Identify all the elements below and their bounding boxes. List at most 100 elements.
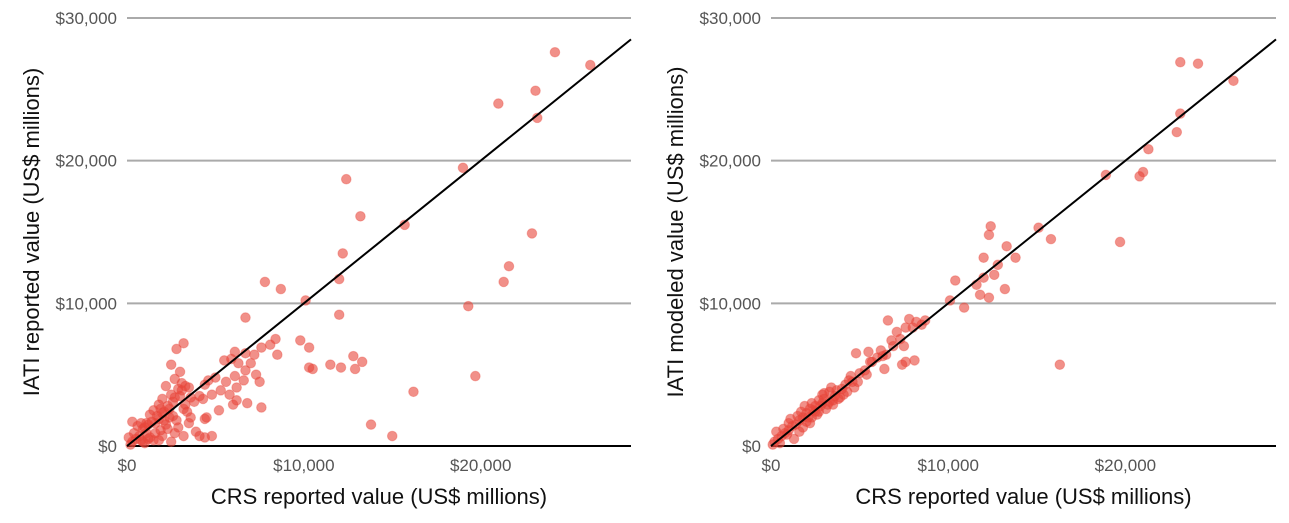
data-point	[909, 355, 920, 366]
data-point	[169, 373, 181, 385]
data-point	[978, 252, 989, 263]
data-points	[123, 46, 596, 450]
data-point	[526, 228, 538, 239]
data-point	[806, 397, 818, 409]
data-point	[530, 85, 541, 97]
x-tick-label-1: $10,000	[917, 456, 978, 475]
data-point	[1054, 359, 1066, 370]
data-point	[165, 436, 177, 448]
data-point	[470, 370, 481, 382]
data-point	[220, 376, 232, 388]
data-point	[224, 389, 235, 400]
data-point	[1045, 233, 1057, 245]
data-point	[142, 433, 154, 445]
data-point	[949, 275, 961, 286]
data-point	[174, 366, 186, 378]
data-point	[983, 292, 995, 303]
data-point	[245, 357, 257, 369]
data-point	[340, 173, 352, 185]
data-point	[169, 427, 181, 439]
data-point	[264, 339, 276, 351]
data-point	[493, 98, 504, 109]
y-tick-label-3: $30,000	[56, 9, 117, 28]
data-point	[333, 309, 345, 321]
data-point	[795, 406, 807, 418]
x-tick-label-2: $20,000	[1095, 456, 1156, 475]
x-tick-label-2: $20,000	[450, 456, 511, 475]
data-point	[303, 362, 315, 373]
data-point	[178, 430, 189, 442]
reference-line-y-equals-x	[770, 38, 1277, 447]
data-point	[585, 59, 596, 71]
data-point	[295, 335, 306, 346]
right-scatter-panel: $0 $10,000 $20,000 $30,000 $0 $10,000 $20,000 C…	[663, 9, 1277, 509]
data-point	[231, 382, 242, 393]
data-point	[896, 359, 908, 370]
data-point	[386, 430, 398, 442]
y-tick-label-2: $20,000	[56, 152, 117, 171]
data-point	[365, 419, 377, 430]
data-point	[498, 276, 509, 288]
data-point	[882, 315, 894, 326]
data-point	[879, 363, 890, 375]
data-point	[1175, 56, 1186, 68]
data-point	[233, 357, 244, 369]
data-point	[303, 342, 315, 353]
data-point	[958, 302, 970, 313]
data-point	[1171, 126, 1183, 138]
x-tick-label-0: $0	[118, 456, 137, 475]
reference-line-y-equals-x	[126, 38, 632, 447]
data-point	[181, 406, 193, 418]
data-point	[199, 413, 211, 425]
data-point	[817, 389, 828, 400]
data-point	[1010, 252, 1021, 263]
x-tick-label-0: $0	[762, 456, 781, 475]
data-point	[155, 403, 166, 415]
data-point	[229, 370, 241, 382]
data-point	[349, 363, 361, 375]
data-point	[325, 359, 336, 370]
data-point	[1192, 58, 1204, 69]
data-point	[457, 162, 469, 174]
data-point	[180, 380, 191, 392]
x-axis-title: CRS reported value (US$ millions)	[855, 484, 1191, 509]
y-axis-title: IATI modeled value (US$ millions)	[663, 67, 688, 398]
data-point	[190, 426, 202, 438]
data-point	[218, 355, 230, 366]
data-point	[171, 343, 182, 355]
data-point	[335, 362, 347, 373]
data-point	[1228, 75, 1239, 87]
x-tick-label-1: $10,000	[273, 456, 334, 475]
y-tick-label-1: $10,000	[700, 294, 761, 313]
data-point	[903, 313, 915, 325]
data-point	[254, 376, 265, 388]
data-point	[974, 289, 986, 301]
data-point	[825, 382, 837, 393]
y-tick-label-3: $30,000	[700, 9, 761, 28]
data-point	[240, 312, 251, 323]
data-point	[160, 380, 172, 392]
data-point	[183, 417, 195, 429]
data-point	[503, 260, 515, 272]
data-point	[213, 405, 225, 416]
data-point	[1134, 171, 1145, 182]
data-point	[408, 386, 419, 398]
data-point	[169, 392, 181, 403]
data-point	[804, 417, 816, 429]
data-point	[240, 365, 251, 376]
data-point	[256, 402, 267, 413]
data-point	[788, 433, 800, 445]
data-point	[238, 375, 250, 386]
data-point	[983, 229, 995, 241]
y-axis-title: IATI reported value (US$ millions)	[19, 68, 44, 397]
data-point	[863, 346, 874, 358]
left-scatter-panel: $0 $10,000 $20,000 $30,000 $0 $10,000 $20,000 C…	[19, 9, 632, 509]
data-point	[178, 337, 189, 349]
data-point	[128, 427, 140, 439]
data-point	[206, 389, 218, 400]
data-point	[348, 350, 359, 362]
data-point	[463, 300, 474, 312]
data-point	[227, 399, 239, 410]
data-point	[785, 413, 796, 425]
